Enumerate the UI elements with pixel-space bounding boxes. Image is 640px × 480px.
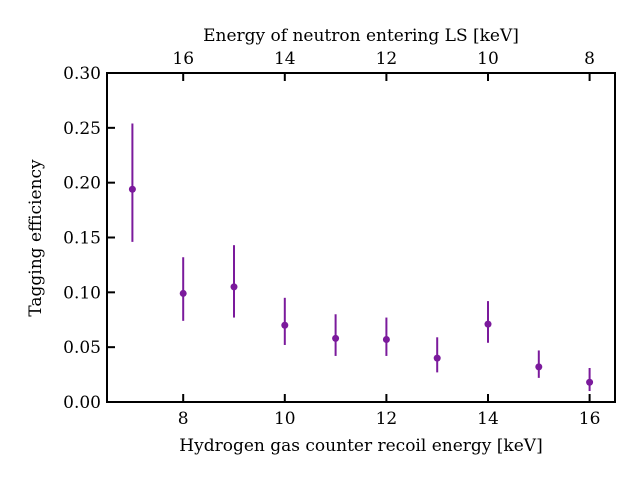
y-tick-label: 0.10 <box>63 283 101 303</box>
y-tick-label: 0.15 <box>63 229 101 249</box>
y-tick-label: 0.25 <box>63 119 101 139</box>
data-point <box>179 289 187 297</box>
data-point <box>230 283 238 291</box>
data-marks <box>128 123 594 392</box>
x-tick-label: 14 <box>477 409 499 429</box>
data-point <box>586 378 594 386</box>
data-point <box>535 363 543 371</box>
top-x-tick-label: 8 <box>584 49 595 69</box>
top-x-tick-label: 14 <box>274 49 296 69</box>
y-axis-label: Tagging efficiency <box>26 159 46 317</box>
data-point <box>433 354 441 362</box>
y-tick-label: 0.20 <box>63 174 101 194</box>
data-point <box>332 334 340 342</box>
x-tick-label: 12 <box>376 409 398 429</box>
top-x-tick-label: 12 <box>376 49 398 69</box>
data-point <box>128 185 136 193</box>
top-x-tick-label: 10 <box>477 49 499 69</box>
y-tick-label: 0.00 <box>63 393 101 413</box>
x-tick-label: 16 <box>579 409 601 429</box>
data-point <box>382 335 390 343</box>
top-x-axis-label: Energy of neutron entering LS [keV] <box>203 26 519 46</box>
y-tick-label: 0.05 <box>63 338 101 358</box>
data-point <box>281 321 289 329</box>
x-tick-label: 10 <box>274 409 296 429</box>
y-tick-label: 0.30 <box>63 64 101 84</box>
top-x-tick-label: 16 <box>172 49 194 69</box>
x-tick-label: 8 <box>178 409 189 429</box>
axis-ticks: 8 10 12 14 16 16 14 12 10 8 0.00 0.05 0.10 0.15 0.20 0.… <box>63 49 600 429</box>
x-axis-label: Hydrogen gas counter recoil energy [keV] <box>179 436 542 456</box>
data-point <box>484 320 492 328</box>
